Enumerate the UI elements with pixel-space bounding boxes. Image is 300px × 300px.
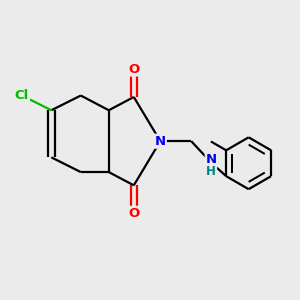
- Text: H: H: [206, 165, 216, 178]
- Text: O: O: [128, 62, 140, 76]
- Text: Cl: Cl: [15, 89, 29, 102]
- Text: O: O: [128, 207, 140, 220]
- Text: N: N: [206, 153, 217, 166]
- Text: N: N: [155, 135, 166, 148]
